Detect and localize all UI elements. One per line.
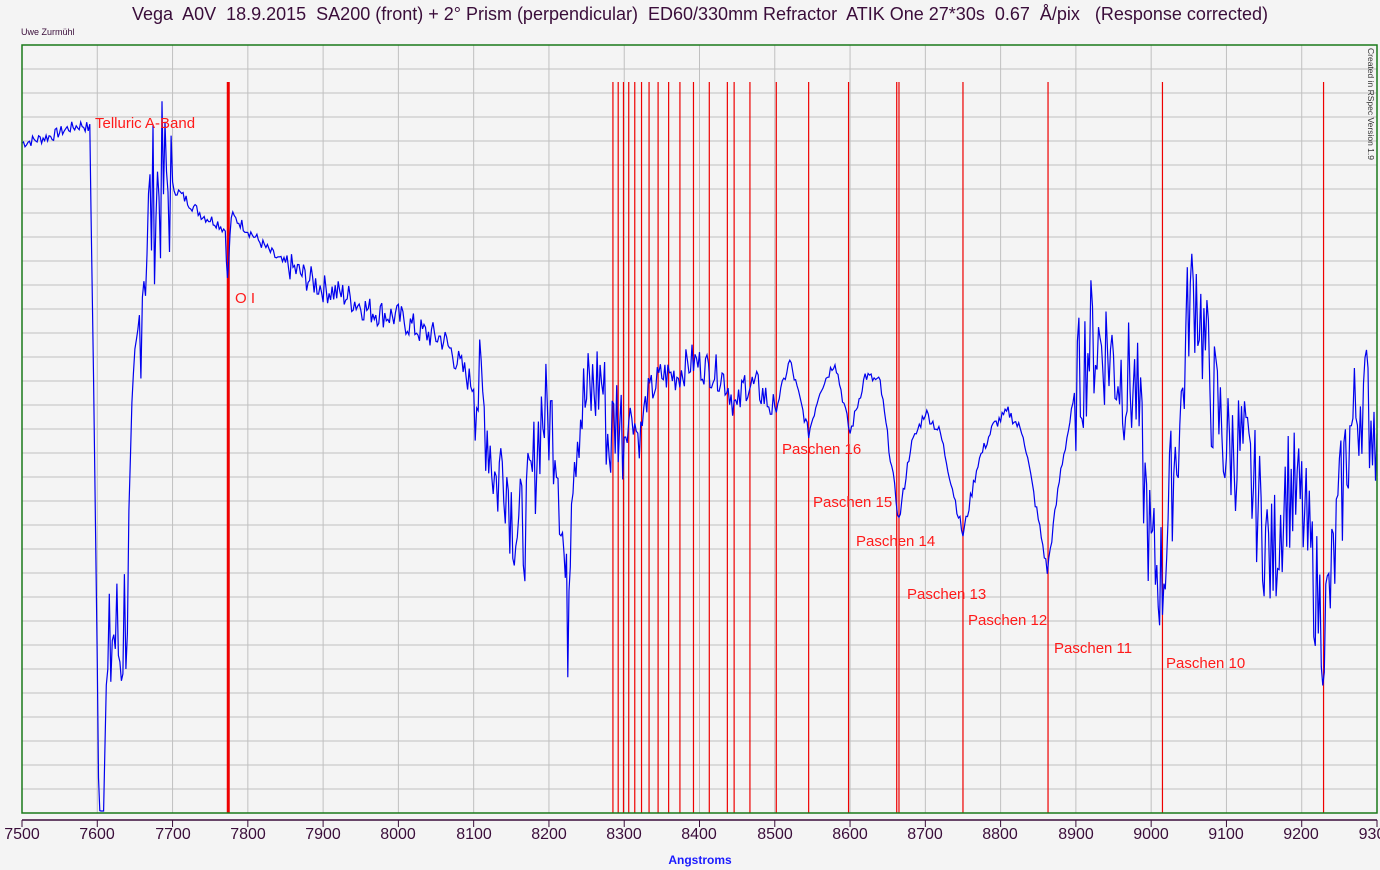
x-axis-label: Angstroms bbox=[668, 853, 732, 867]
x-tick-label: 9000 bbox=[1133, 826, 1169, 843]
annotation-paschen-12: Paschen 12 bbox=[968, 612, 1048, 629]
x-tick-label: 8800 bbox=[982, 826, 1018, 843]
gridlines bbox=[21, 45, 1378, 813]
x-tick-label: 8300 bbox=[606, 826, 642, 843]
x-tick-label: 8000 bbox=[380, 826, 416, 843]
spectrum-line bbox=[21, 101, 1378, 812]
annotation-paschen-16: Paschen 16 bbox=[782, 441, 862, 458]
chart-title: Vega A0V 18.9.2015 SA200 (front) + 2° Pr… bbox=[132, 4, 1268, 24]
x-tick-label: 8900 bbox=[1058, 826, 1094, 843]
x-tick-label: 8200 bbox=[531, 826, 567, 843]
x-axis-ticks bbox=[21, 820, 1378, 827]
x-tick-label: 7500 bbox=[4, 826, 40, 843]
x-tick-label: 9100 bbox=[1208, 826, 1244, 843]
author-label: Uwe Zurmühl bbox=[21, 27, 75, 37]
x-tick-label: 8100 bbox=[456, 826, 492, 843]
annotation-paschen-11: Paschen 11 bbox=[1054, 640, 1133, 657]
x-tick-label: 9200 bbox=[1283, 826, 1319, 843]
annotation-paschen-15: Paschen 15 bbox=[813, 494, 893, 511]
annotation-paschen-10: Paschen 10 bbox=[1166, 655, 1246, 672]
x-tick-label: 7900 bbox=[305, 826, 341, 843]
x-tick-label: 7800 bbox=[230, 826, 266, 843]
annotation-paschen-14: Paschen 14 bbox=[856, 533, 936, 550]
x-tick-label: 8600 bbox=[832, 826, 868, 843]
plot-frame bbox=[21, 44, 1378, 814]
software-credit: Created in RSpec Version 1.9 bbox=[1366, 48, 1376, 160]
annotation-paschen-13: Paschen 13 bbox=[907, 586, 987, 603]
annotation-telluric-a-band: Telluric A-Band bbox=[95, 115, 196, 132]
x-tick-label: 8700 bbox=[907, 826, 943, 843]
line-markers bbox=[226, 82, 1325, 813]
x-tick-label: 930 bbox=[1358, 826, 1380, 843]
x-tick-label: 7600 bbox=[79, 826, 115, 843]
x-tick-label: 7700 bbox=[155, 826, 191, 843]
x-tick-label: 8500 bbox=[757, 826, 793, 843]
x-tick-label: 8400 bbox=[681, 826, 717, 843]
annotation-oxygen-i: O I bbox=[235, 290, 256, 307]
